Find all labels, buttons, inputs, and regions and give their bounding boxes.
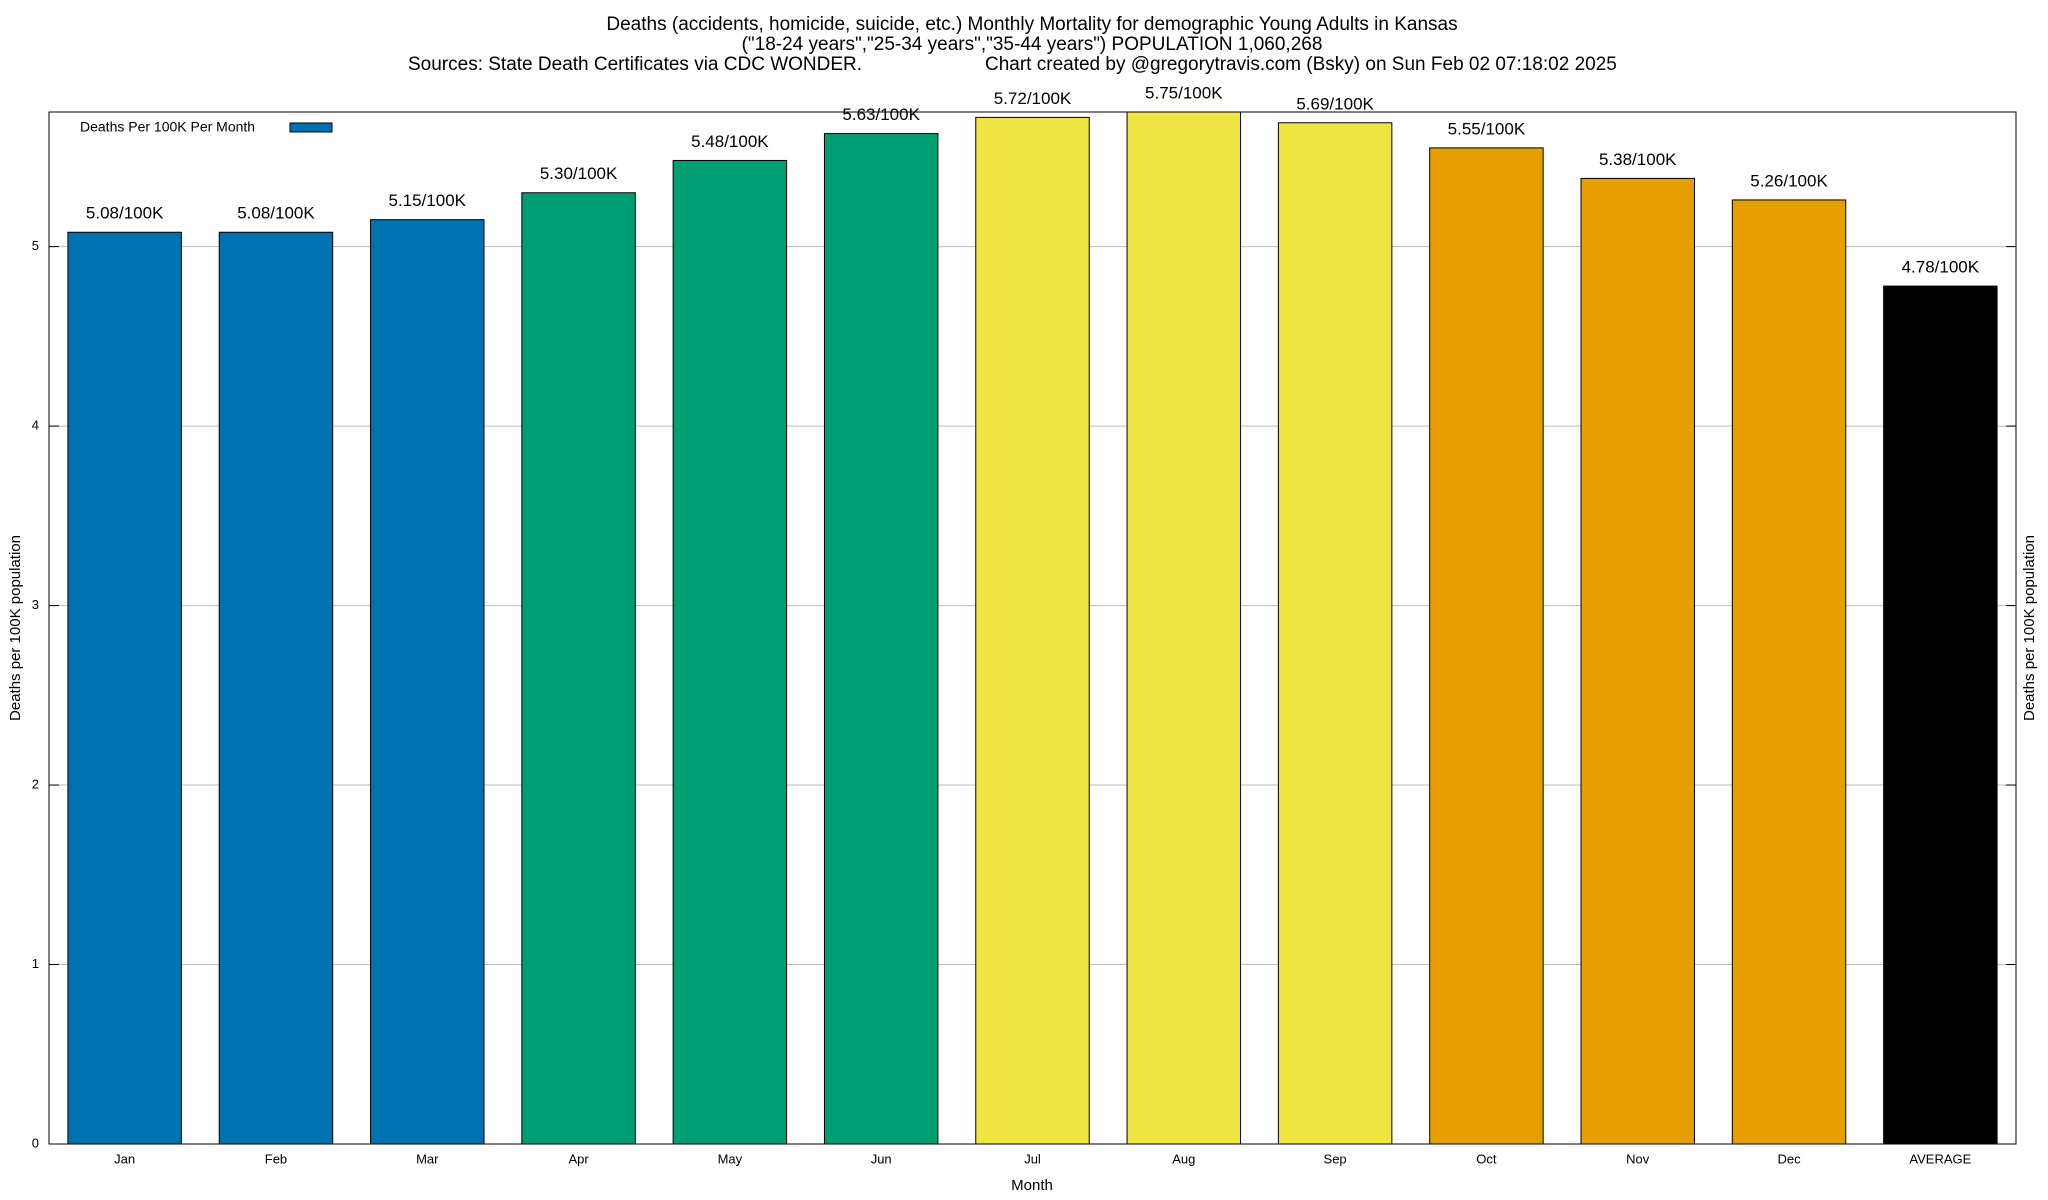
x-tick-label: Jul [1024, 1151, 1041, 1166]
chart-subtitle: ("18-24 years","25-34 years","35-44 year… [742, 34, 1323, 55]
bar [1580, 177, 1695, 1145]
value-label: 5.08/100K [86, 204, 164, 223]
legend-label: Deaths Per 100K Per Month [80, 119, 255, 135]
x-tick-label: Oct [1476, 1151, 1497, 1166]
bar [975, 116, 1090, 1145]
value-label: 5.63/100K [842, 105, 920, 124]
x-tick-label: AVERAGE [1909, 1151, 1971, 1166]
chart-title: Deaths (accidents, homicide, suicide, et… [606, 14, 1457, 35]
value-label: 5.15/100K [389, 191, 467, 210]
bar [1126, 111, 1242, 1145]
value-label: 5.75/100K [1145, 83, 1223, 102]
x-tick-label: May [718, 1151, 743, 1166]
value-label: 5.26/100K [1750, 171, 1828, 190]
y-tick-label: 5 [32, 238, 39, 253]
bar [672, 159, 788, 1145]
y-axis-label: Deaths per 100K population [7, 535, 24, 721]
x-tick-label: Nov [1626, 1151, 1650, 1166]
y-tick-label: 0 [32, 1135, 39, 1150]
x-tick-label: Dec [1777, 1151, 1801, 1166]
x-tick-label: Sep [1324, 1151, 1347, 1166]
bar [1883, 285, 1998, 1145]
value-label: 5.30/100K [540, 164, 618, 183]
value-label: 5.69/100K [1296, 94, 1374, 113]
x-tick-label: Feb [265, 1151, 287, 1166]
x-tick-label: Jan [114, 1151, 135, 1166]
legend-swatch [289, 122, 333, 133]
x-tick-label: Aug [1172, 1151, 1195, 1166]
x-tick-label: Mar [416, 1151, 439, 1166]
value-label: 4.78/100K [1902, 258, 1980, 277]
bar [1429, 147, 1544, 1145]
credit: Chart created by @gregorytravis.com (Bsk… [985, 54, 1617, 75]
y2-axis-label: Deaths per 100K population [2021, 535, 2038, 721]
bar [370, 219, 485, 1145]
bar [823, 133, 939, 1145]
bar [521, 192, 636, 1145]
value-label: 5.48/100K [691, 132, 769, 151]
sources: Sources: State Death Certificates via CD… [408, 54, 862, 75]
x-tick-label: Jun [871, 1151, 892, 1166]
bar [1731, 199, 1847, 1145]
bar [1277, 122, 1393, 1145]
y-tick-label: 3 [32, 597, 39, 612]
y-tick-label: 1 [32, 956, 39, 971]
x-axis-label: Month [1011, 1177, 1053, 1194]
value-label: 5.55/100K [1448, 119, 1526, 138]
y-tick-label: 2 [32, 776, 39, 791]
x-tick-label: Apr [568, 1151, 589, 1166]
value-label: 5.08/100K [237, 204, 315, 223]
value-label: 5.72/100K [994, 89, 1072, 108]
y-tick-label: 4 [32, 418, 39, 433]
plot-frame [48, 111, 2017, 1145]
bar [67, 231, 182, 1145]
value-label: 5.38/100K [1599, 150, 1677, 169]
bar [218, 231, 334, 1145]
